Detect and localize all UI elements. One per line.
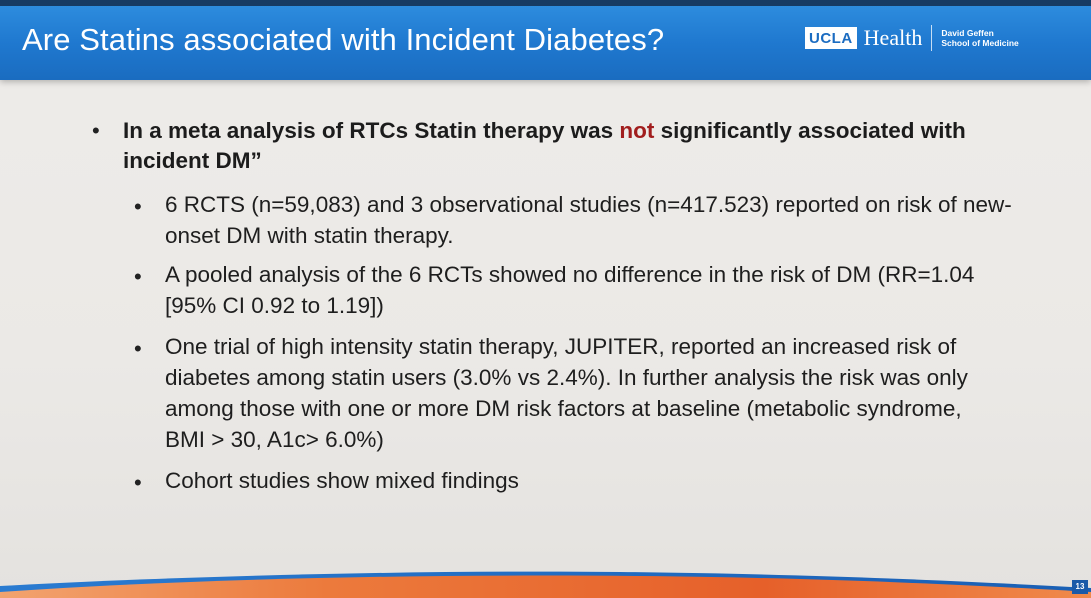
header-top-edge xyxy=(0,0,1091,6)
slide-header: Are Statins associated with Incident Dia… xyxy=(0,0,1091,80)
footer-swoosh xyxy=(0,571,1091,598)
main-bullet-before: In a meta analysis of RTCs Statin therap… xyxy=(123,118,620,143)
bullet-icon: • xyxy=(134,264,142,289)
sub-bullet-1: 6 RCTS (n=59,083) and 3 observational st… xyxy=(165,192,1012,248)
sub-bullet-4: Cohort studies show mixed findings xyxy=(165,468,519,493)
logo-school-line2: School of Medicine xyxy=(941,38,1019,48)
bullet-icon: • xyxy=(134,194,142,219)
ucla-health-logo: UCLA Health David Geffen School of Medic… xyxy=(805,24,1019,52)
sub-bullet-3: One trial of high intensity statin thera… xyxy=(165,334,968,452)
logo-divider xyxy=(931,25,933,51)
sub-bullet-2: A pooled analysis of the 6 RCTs showed n… xyxy=(165,262,975,318)
main-bullet-highlight: not xyxy=(619,118,655,143)
slide-number: 13 xyxy=(1072,580,1088,594)
logo-health-word: Health xyxy=(863,25,923,50)
bullet-icon: • xyxy=(134,470,142,495)
bullet-icon: • xyxy=(92,118,100,143)
main-bullet-text: In a meta analysis of RTCs Statin therap… xyxy=(123,116,1003,176)
slide-title: Are Statins associated with Incident Dia… xyxy=(22,22,665,57)
logo-school-name: David Geffen School of Medicine xyxy=(941,28,1018,48)
logo-ucla-box: UCLA xyxy=(805,27,857,49)
logo-school-line1: David Geffen xyxy=(941,28,994,38)
bullet-icon: • xyxy=(134,336,142,361)
main-bullet-after: significantly associated with incident D… xyxy=(123,118,966,173)
